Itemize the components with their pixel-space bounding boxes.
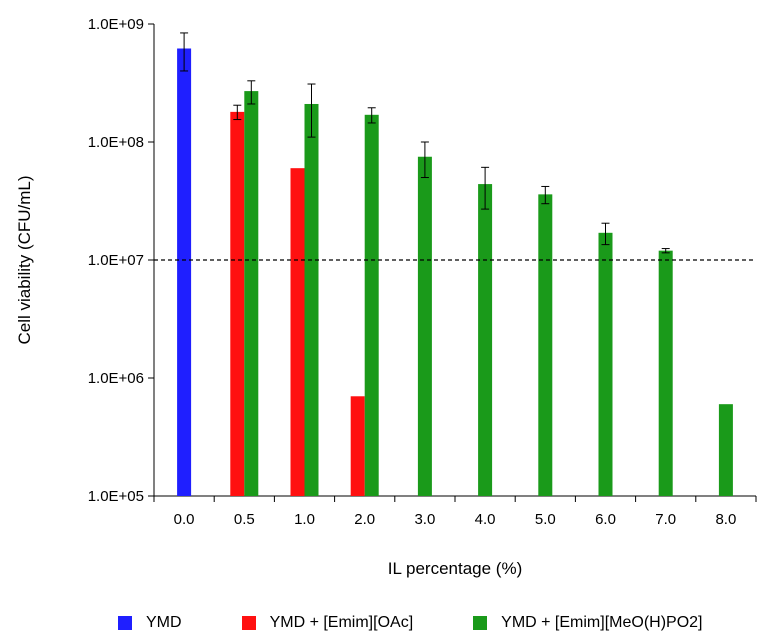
legend-item-meohpo2: YMD + [Emim][MeO(H)PO2] [473, 614, 703, 632]
error-bars [180, 32, 670, 254]
bar-ymd-0.0 [177, 48, 192, 497]
bars [177, 48, 733, 497]
x-tick-label: 7.0 [655, 511, 676, 528]
y-tick-label: 1.0E+05 [88, 488, 144, 505]
bar-ymd-emim-meo-h-po2--7.0 [658, 250, 673, 496]
y-tick-label: 1.0E+09 [88, 16, 144, 33]
x-tick-label: 0.0 [174, 511, 195, 528]
x-tick-label: 6.0 [595, 511, 616, 528]
bar-ymd-emim-meo-h-po2--0.5 [244, 91, 259, 497]
legend-swatch-ymd [118, 616, 132, 630]
x-tick-label: 5.0 [535, 511, 556, 528]
y-axis: 1.0E+05 1.0E+06 1.0E+07 1.0E+08 1.0E+09 [88, 16, 155, 505]
x-tick-label: 1.0 [294, 511, 315, 528]
y-axis-label: Cell viability (CFU/mL) [15, 175, 34, 344]
bar-ymd-emim-meo-h-po2--3.0 [417, 156, 432, 496]
legend-item-ymd: YMD [118, 614, 182, 632]
x-tick-label: 4.0 [475, 511, 496, 528]
x-axis-label: IL percentage (%) [388, 559, 523, 578]
legend-swatch-meohpo2 [473, 616, 488, 630]
y-tick-label: 1.0E+06 [88, 370, 144, 387]
legend: YMD YMD + [Emim][OAc] YMD + [Emim][MeO(H… [118, 614, 764, 632]
x-tick-label: 2.0 [354, 511, 375, 528]
bar-ymd-emim-oac--2.0 [350, 396, 365, 496]
bar-ymd-emim-oac--1.0 [290, 168, 305, 496]
bar-ymd-emim-meo-h-po2--6.0 [598, 232, 613, 497]
y-tick-label: 1.0E+07 [88, 252, 144, 269]
bar-ymd-emim-meo-h-po2--5.0 [538, 194, 553, 496]
x-tick-label: 3.0 [414, 511, 435, 528]
bar-chart: 1.0E+051.0E+061.0E+071.0E+081.0E+09 0.0 0… [15, 16, 757, 578]
legend-label-ymd: YMD [146, 614, 182, 631]
legend-swatch-oac [241, 616, 256, 630]
legend-label-meohpo2: YMD + [Emim][MeO(H)PO2] [501, 614, 703, 631]
x-tick-label: 8.0 [715, 511, 736, 528]
bar-ymd-emim-meo-h-po2--8.0 [718, 404, 733, 496]
bar-ymd-emim-oac--0.5 [230, 111, 245, 497]
x-axis: 0.0 0.5 1.0 2.0 3.0 4.0 5.0 6.0 7.0 8.0 [153, 495, 757, 528]
x-tick-label: 0.5 [234, 511, 255, 528]
bar-ymd-emim-meo-h-po2--4.0 [478, 184, 493, 497]
legend-item-oac: YMD + [Emim][OAc] [241, 614, 414, 632]
y-tick-label: 1.0E+08 [88, 134, 144, 151]
legend-label-oac: YMD + [Emim][OAc] [269, 614, 414, 631]
bar-ymd-emim-meo-h-po2--2.0 [364, 114, 379, 496]
bar-ymd-emim-meo-h-po2--1.0 [304, 103, 319, 497]
